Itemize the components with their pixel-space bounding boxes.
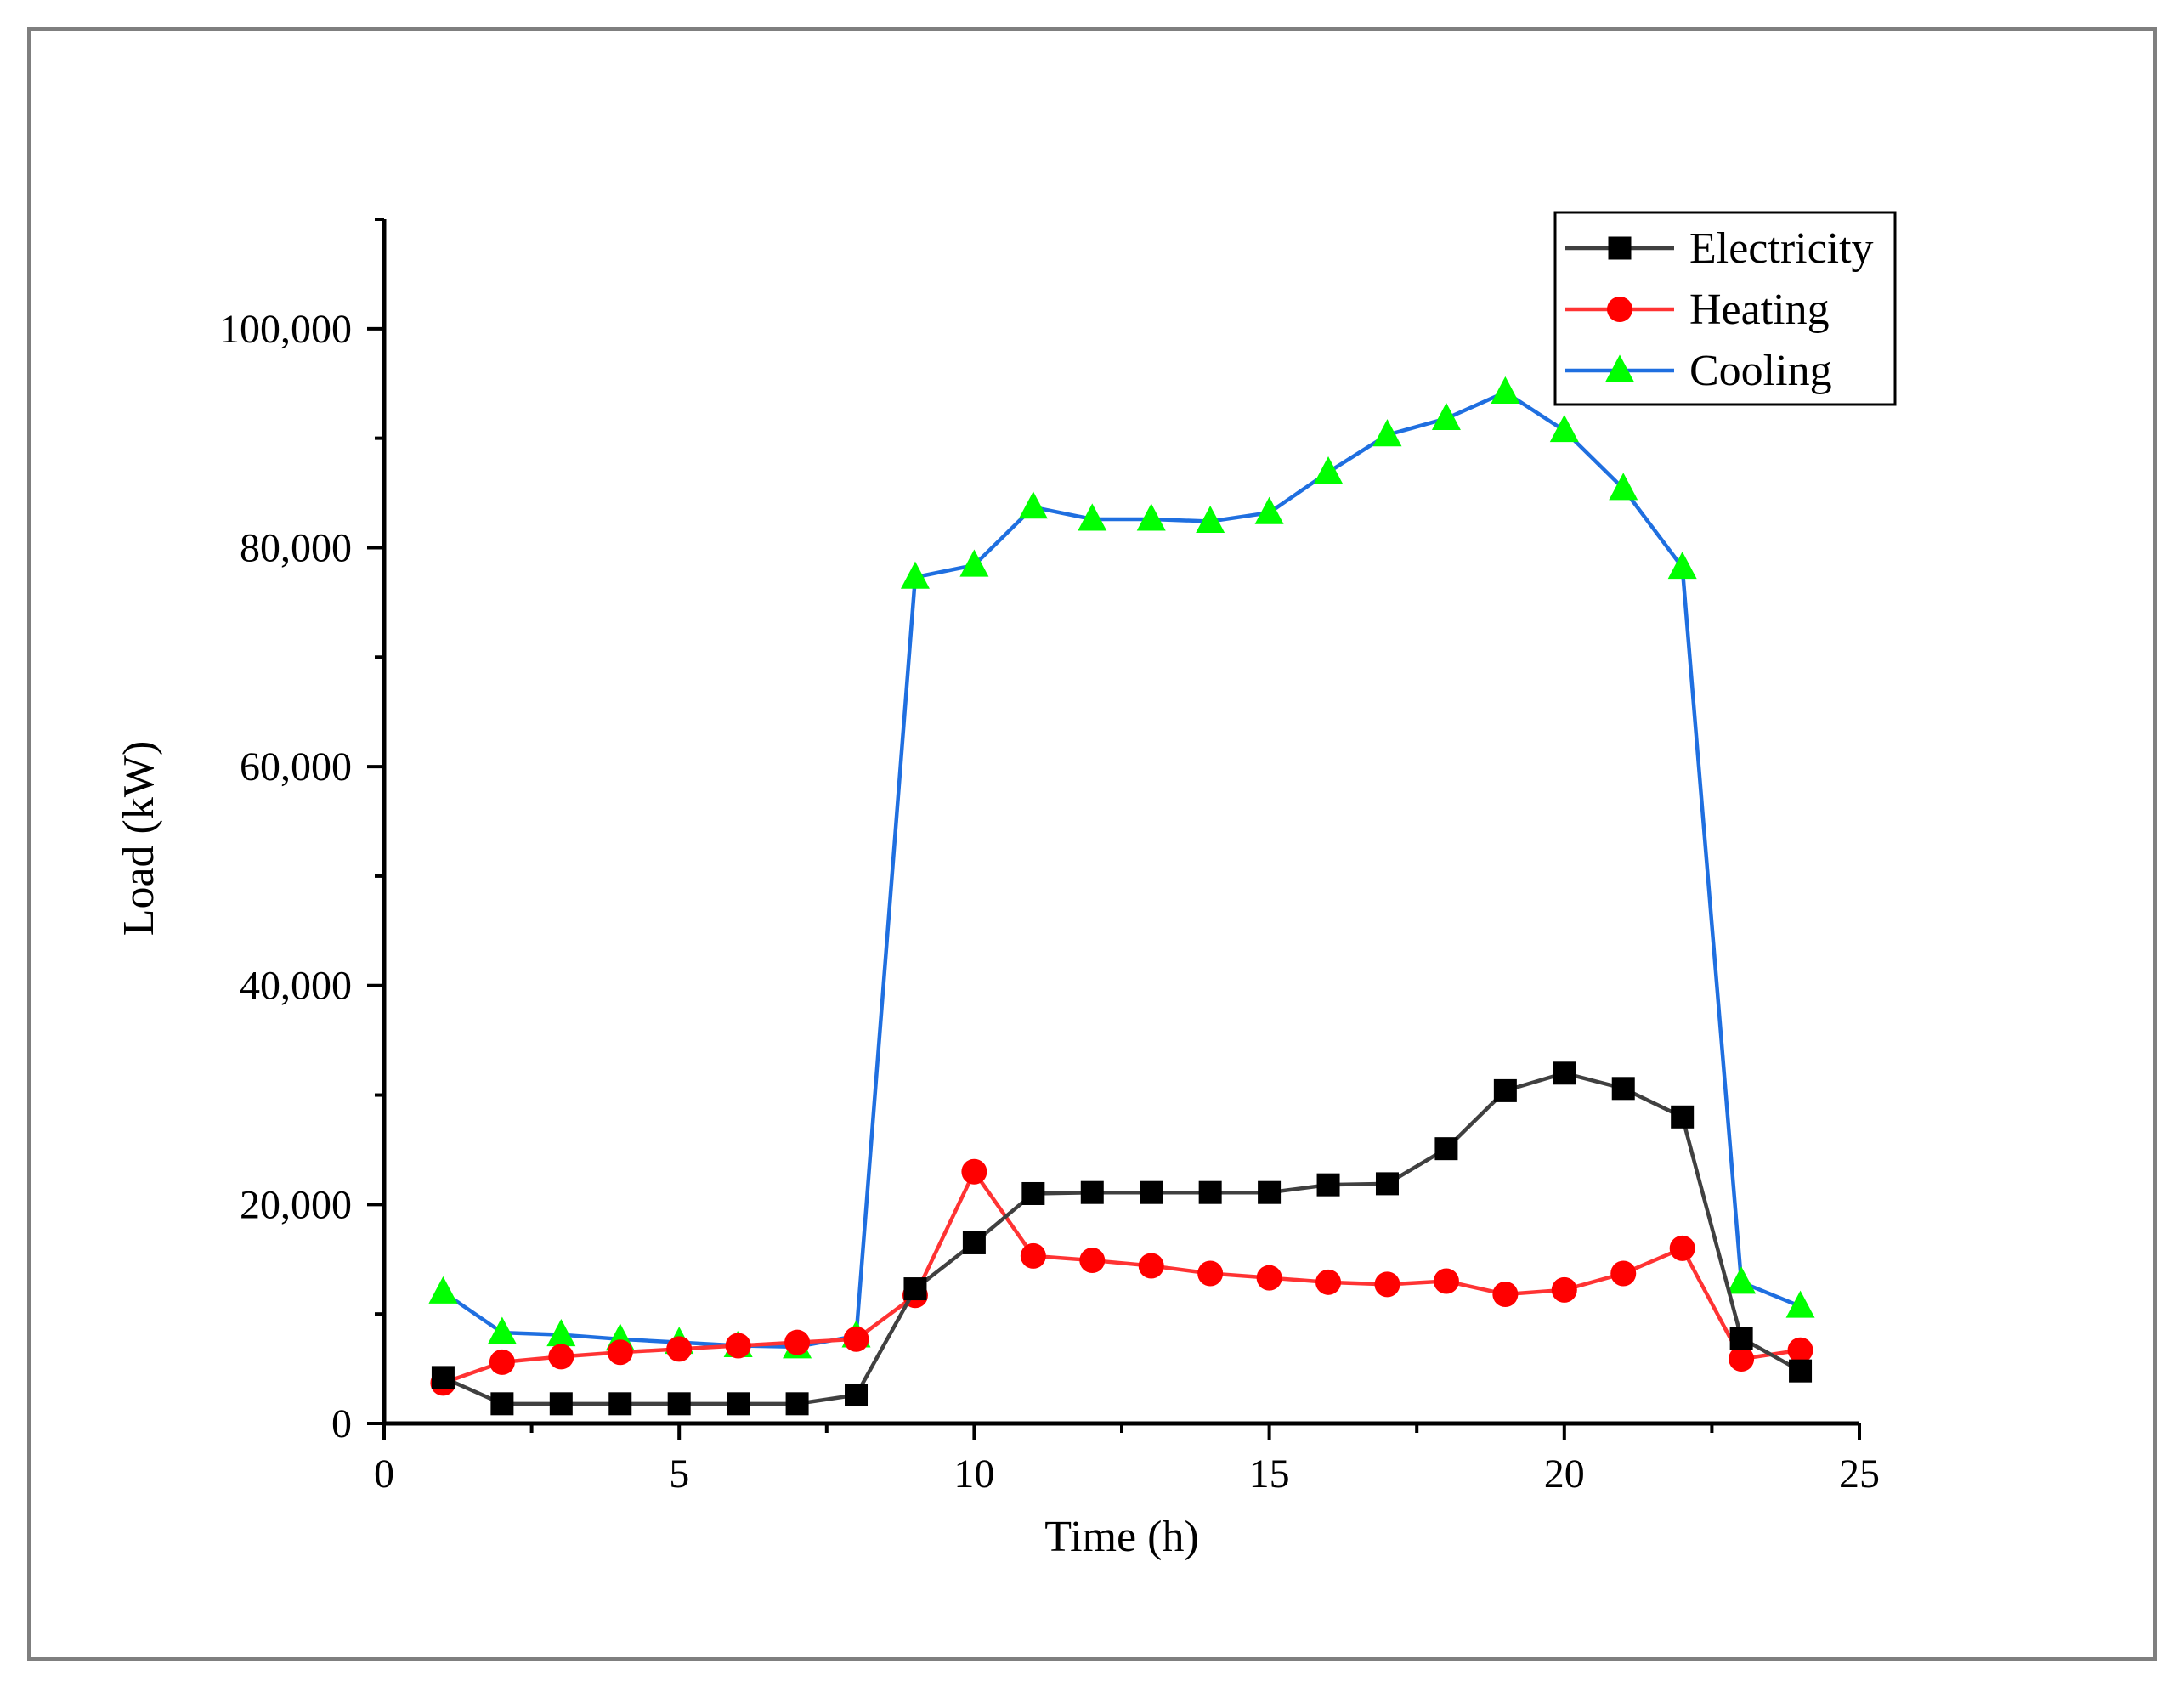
heating-point — [1433, 1268, 1459, 1294]
y-tick-label: 20,000 — [240, 1182, 352, 1227]
electricity-point — [608, 1392, 632, 1416]
electricity-point — [1789, 1359, 1813, 1383]
cooling-point — [1727, 1266, 1757, 1294]
electricity-point — [667, 1392, 691, 1416]
cooling-point — [900, 561, 930, 589]
cooling-point — [1785, 1290, 1815, 1318]
electricity-point — [727, 1392, 750, 1416]
y-tick-label: 60,000 — [240, 744, 352, 789]
electricity-point — [1729, 1327, 1753, 1350]
electricity-point — [431, 1366, 455, 1389]
cooling-point — [546, 1319, 576, 1347]
electricity-point — [1553, 1061, 1576, 1085]
electricity-point — [785, 1392, 809, 1416]
cooling-point — [1018, 491, 1048, 519]
cooling-point — [428, 1276, 458, 1304]
cooling-point — [1549, 415, 1579, 443]
electricity-point — [1140, 1180, 1163, 1204]
electricity-point — [1375, 1172, 1399, 1196]
cooling-point — [1667, 552, 1697, 580]
series-cooling — [428, 376, 1815, 1359]
heating-point — [607, 1339, 633, 1366]
legend-label: Cooling — [1689, 347, 1832, 395]
electricity-point — [1198, 1180, 1222, 1204]
x-tick-label: 10 — [953, 1451, 994, 1497]
electricity-point — [1611, 1077, 1635, 1101]
heating-point — [784, 1329, 811, 1355]
heating-point — [1315, 1269, 1342, 1295]
figure-frame — [27, 27, 2157, 1661]
legend: Electricity Heating Cooling — [1553, 211, 1897, 406]
cooling-line — [442, 390, 1802, 1350]
x-axis-title: Time (h) — [1044, 1513, 1199, 1561]
heating-point — [666, 1336, 693, 1362]
legend-label: Electricity — [1689, 224, 1874, 273]
heating-point — [489, 1349, 515, 1375]
y-tick-label: 40,000 — [240, 964, 352, 1009]
x-tick-label: 0 — [374, 1451, 394, 1497]
heating-point — [1492, 1281, 1519, 1307]
heating-point — [1079, 1248, 1106, 1274]
electricity-point — [1316, 1173, 1340, 1197]
electricity-point — [549, 1392, 573, 1416]
cooling-point — [1609, 473, 1638, 501]
axes: 0 5 10 15 20 25 0 20,000 40,000 60,000 80,000 100,0… — [115, 218, 1880, 1561]
y-axis-title: Load (kW) — [115, 741, 163, 937]
cooling-point — [1078, 503, 1107, 531]
electricity-point — [845, 1384, 869, 1407]
heating-point — [1256, 1265, 1282, 1291]
cooling-point — [1372, 419, 1402, 447]
x-tick-label: 25 — [1839, 1451, 1880, 1497]
electricity-point — [962, 1231, 986, 1254]
electricity-point — [1258, 1180, 1282, 1204]
heating-point — [1374, 1271, 1400, 1298]
legend-swatch-marker — [1608, 236, 1632, 260]
series-electricity — [431, 1061, 1813, 1416]
electricity-line — [442, 1071, 1802, 1406]
legend-item-electricity: Electricity — [1565, 224, 1874, 273]
x-tick-label: 20 — [1544, 1451, 1585, 1497]
electricity-point — [1021, 1181, 1045, 1205]
heating-point — [1610, 1260, 1637, 1287]
heating-point — [961, 1158, 987, 1185]
heating-point — [1787, 1337, 1813, 1363]
y-tick-label: 100,000 — [219, 307, 352, 352]
heating-point — [1020, 1242, 1046, 1269]
cooling-point — [1491, 376, 1520, 405]
heating-point — [1729, 1345, 1755, 1372]
electricity-point — [1493, 1078, 1517, 1102]
cooling-point — [1136, 503, 1166, 531]
heating-point — [548, 1344, 574, 1370]
heating-point — [1669, 1235, 1695, 1261]
legend-label: Heating — [1689, 286, 1830, 334]
cooling-point — [959, 549, 989, 577]
cooling-point — [1431, 402, 1461, 430]
electricity-point — [1434, 1137, 1458, 1161]
heating-point — [725, 1333, 751, 1359]
x-tick-label: 15 — [1249, 1451, 1290, 1497]
series-heating — [430, 1158, 1813, 1396]
legend-swatch-marker — [1607, 297, 1632, 322]
electricity-point — [1080, 1180, 1104, 1204]
electricity-point — [490, 1392, 514, 1416]
legend-item-heating: Heating — [1565, 286, 1830, 334]
electricity-point — [1671, 1105, 1695, 1129]
heating-point — [1551, 1276, 1577, 1303]
series-layer — [428, 376, 1815, 1416]
heating-point — [1138, 1253, 1164, 1279]
x-tick-label: 5 — [669, 1451, 689, 1497]
heating-point — [1197, 1260, 1224, 1287]
cooling-point — [1196, 505, 1225, 534]
cooling-point — [1314, 456, 1344, 484]
heating-line — [442, 1169, 1801, 1385]
y-tick-label: 80,000 — [240, 525, 352, 570]
cooling-point — [1254, 496, 1284, 524]
heating-point — [843, 1326, 869, 1352]
cooling-point — [487, 1316, 517, 1344]
electricity-point — [903, 1277, 927, 1301]
legend-item-cooling: Cooling — [1565, 347, 1832, 395]
legend-swatch-marker — [1605, 354, 1634, 382]
y-tick-label: 0 — [331, 1401, 352, 1446]
